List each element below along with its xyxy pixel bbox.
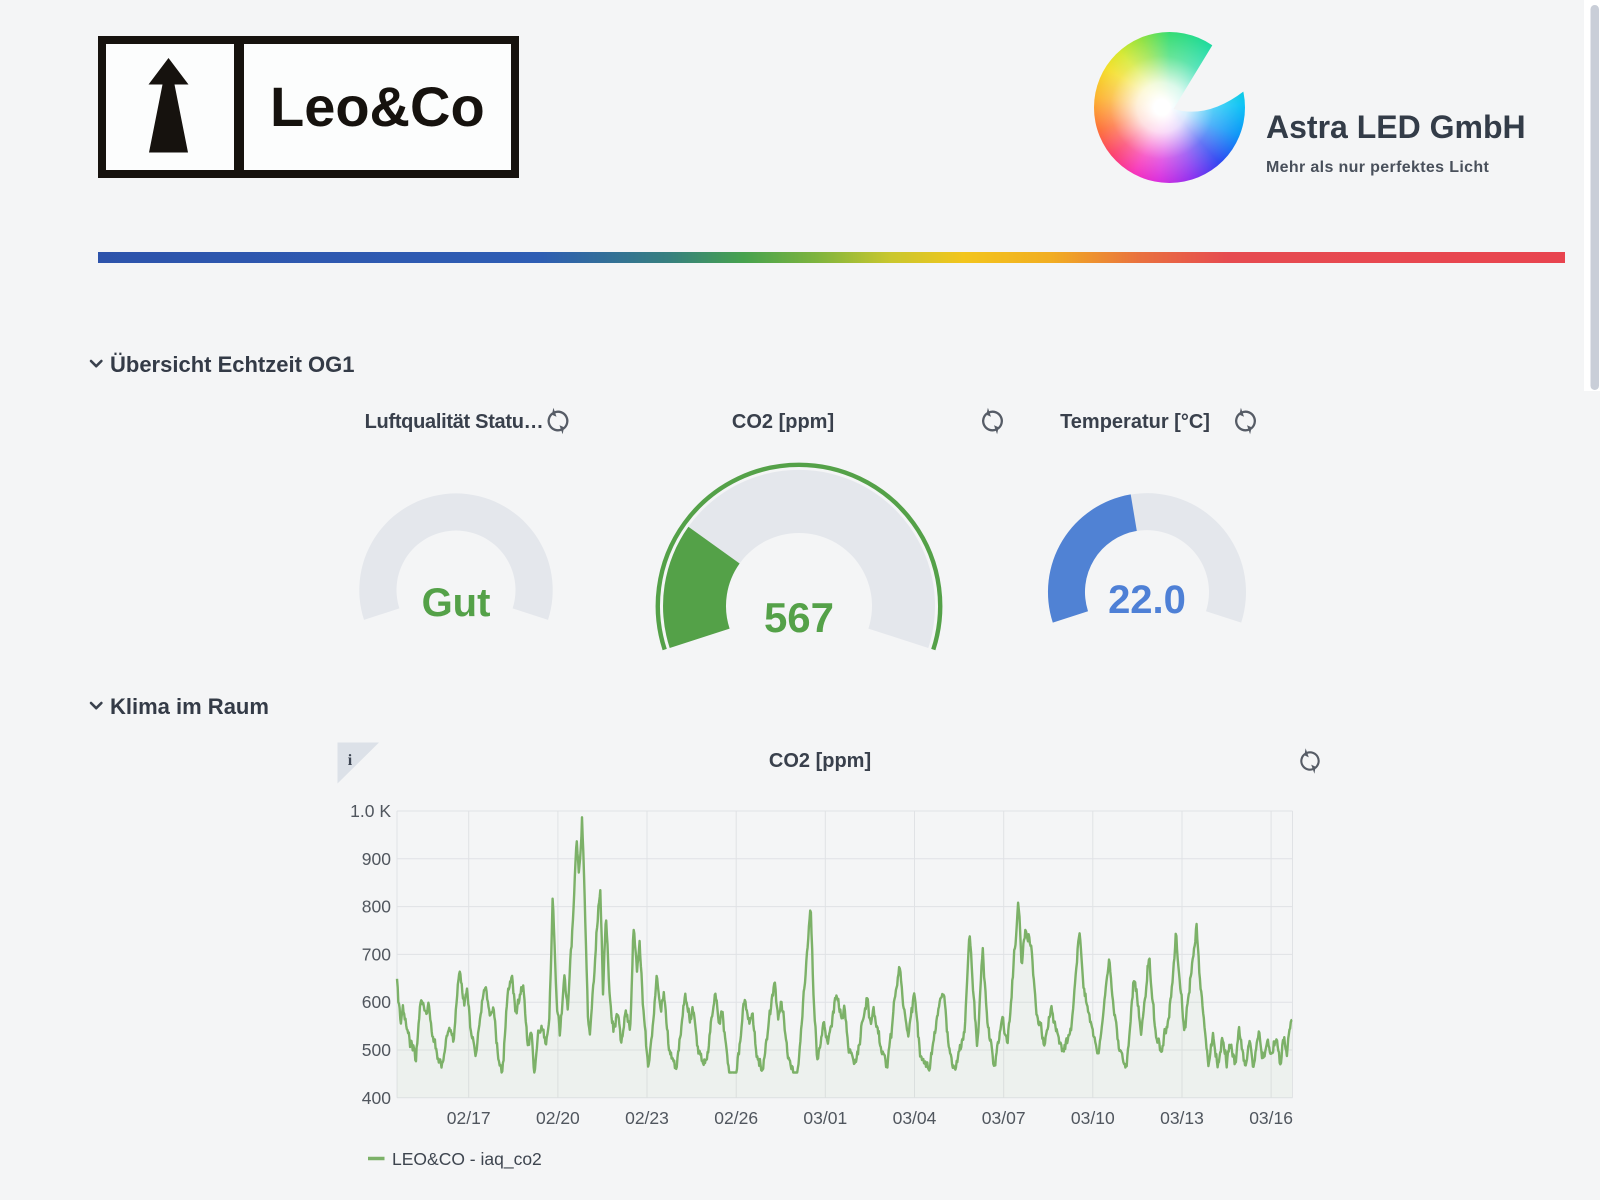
svg-text:LEO&CO - iaq_co2: LEO&CO - iaq_co2: [392, 1149, 542, 1170]
svg-text:02/23: 02/23: [625, 1108, 669, 1128]
svg-text:03/16: 03/16: [1249, 1108, 1293, 1128]
svg-text:03/04: 03/04: [893, 1108, 937, 1128]
svg-text:400: 400: [362, 1088, 391, 1108]
svg-text:02/26: 02/26: [714, 1108, 758, 1128]
svg-text:02/17: 02/17: [447, 1108, 491, 1128]
svg-text:03/01: 03/01: [803, 1108, 847, 1128]
svg-text:700: 700: [362, 944, 391, 964]
svg-text:600: 600: [362, 992, 391, 1012]
svg-text:800: 800: [362, 897, 391, 917]
svg-text:900: 900: [362, 849, 391, 869]
svg-text:i: i: [348, 752, 353, 769]
svg-text:22.0: 22.0: [1108, 578, 1186, 622]
svg-text:03/07: 03/07: [982, 1108, 1026, 1128]
svg-text:02/20: 02/20: [536, 1108, 580, 1128]
svg-text:Gut: Gut: [422, 581, 491, 625]
svg-text:567: 567: [764, 594, 834, 641]
svg-text:03/10: 03/10: [1071, 1108, 1115, 1128]
svg-text:03/13: 03/13: [1160, 1108, 1204, 1128]
svg-text:1.0 K: 1.0 K: [350, 801, 391, 821]
svg-text:500: 500: [362, 1040, 391, 1060]
